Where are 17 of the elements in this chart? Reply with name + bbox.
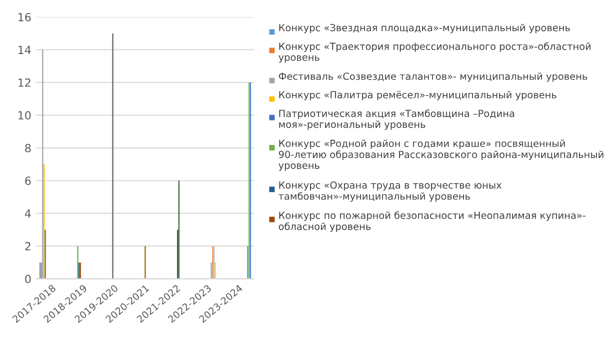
y-tick-label: 2	[25, 242, 30, 250]
y-tick-label: 4	[24, 209, 31, 218]
y-tick-label: 12	[18, 78, 30, 87]
y-tick-label: 8	[25, 144, 31, 152]
legend-label: Конкурс по пожарной безопасности «Неопалимая купина»- обласной уровень	[278, 211, 586, 232]
legend-label: Конкурс «Звездная площадка»-муниципальный уровень	[279, 24, 570, 34]
legend-label: Конкурс «Охрана труда в творчестве юных тамбовчан»-муниципальный уровень	[278, 181, 502, 202]
y-tick-label: 16	[18, 12, 31, 22]
y-tick-label: 10	[18, 111, 31, 120]
legend-label: Конкурс «Родной район с годами краше» посвященный 90-летию образования Рассказовского района-муниципальный уровень	[278, 140, 604, 171]
y-tick-label: 0	[25, 274, 31, 284]
y-tick-label: 6	[25, 176, 31, 186]
legend-label: Патриотическая акция «Тамбовщина –Родина моя»-региональный уровень	[279, 109, 514, 130]
legend-label: Конкурс «Траектория профессионального роста»-областной уровень	[278, 42, 590, 63]
legend-label: Конкурс «Палитра ремёсел»-муниципальный уровень	[279, 90, 556, 100]
legend-label: Фестиваль «Созвездие талантов»- муниципальный уровень	[278, 72, 588, 82]
y-tick-label: 14	[18, 46, 31, 54]
